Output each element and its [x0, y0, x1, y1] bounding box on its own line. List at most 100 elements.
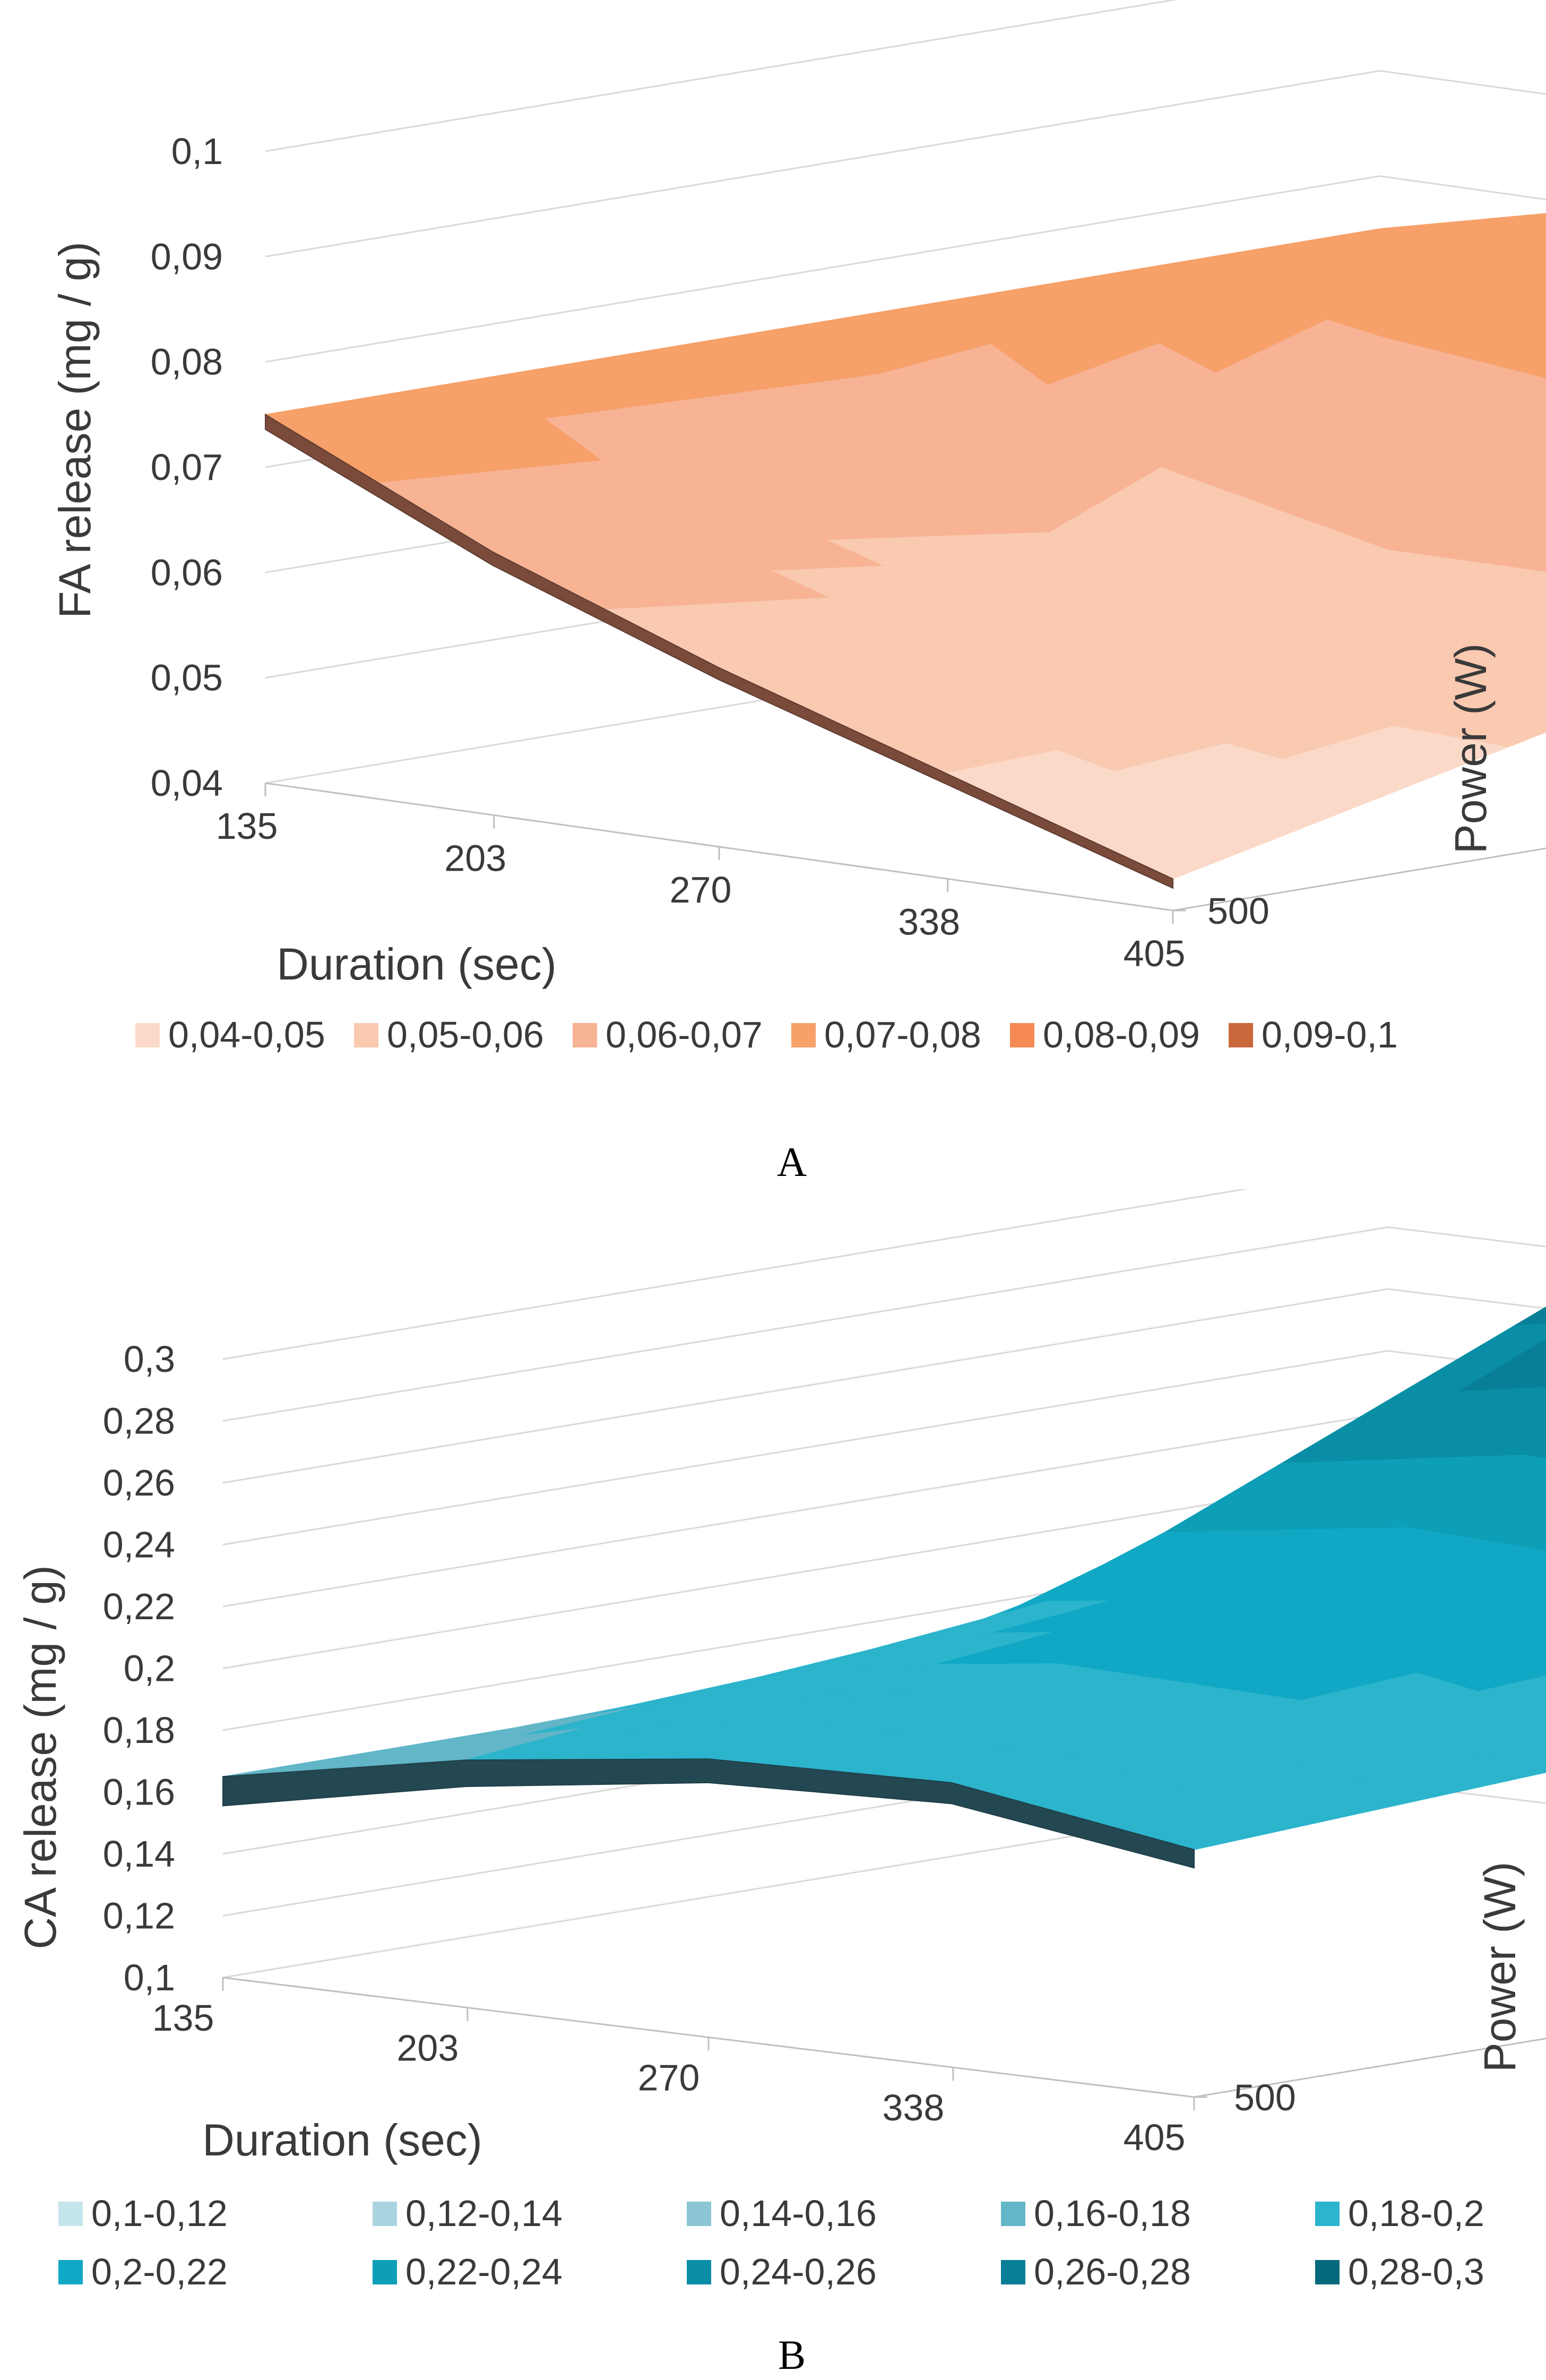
- y-tick-label: 0,1: [124, 1957, 175, 1998]
- legend-item: 0,26-0,28: [1001, 2251, 1191, 2292]
- chart-a-z-ticks: 5007501000: [1207, 890, 1269, 932]
- y-tick-label: 0,14: [103, 1833, 175, 1875]
- x-tick-label: 338: [882, 2087, 944, 2128]
- x-tick-label: 405: [1124, 933, 1186, 974]
- surface-front-edge: [222, 1758, 1195, 1869]
- chart-b-z-axis-label: Power (W): [1475, 1862, 1525, 2073]
- chart-b-legend: 0,1-0,12 0,12-0,14 0,14-0,16 0,16-0,18 0,18-…: [58, 2193, 1484, 2292]
- chart-a-panel-label: A: [777, 1139, 807, 1185]
- surface-chart-a: 0,04 0,05 0,06 0,07 0,08 0,09 0,1 135 203 270 338…: [50, 0, 1546, 1185]
- legend-swatch: [1001, 2260, 1025, 2284]
- chart-b-y-ticks: 0,1 0,12 0,14 0,16 0,18 0,2 0,22 0,24 0,26 0,28 0,…: [103, 1338, 175, 1998]
- z-axis-line: [1172, 847, 1546, 912]
- legend-item: 0,16-0,18: [1001, 2193, 1191, 2234]
- y-tick-label: 0,04: [151, 762, 223, 804]
- z-tick-label: 500: [1234, 2077, 1296, 2118]
- gridline: [265, 70, 1546, 257]
- gridline: [222, 1288, 1546, 1484]
- legend-swatch: [58, 2260, 83, 2284]
- x-tick-label: 270: [670, 869, 732, 910]
- chart-a-y-axis-label: FA release (mg / g): [50, 242, 100, 618]
- x-tick-label: 270: [638, 2057, 700, 2099]
- legend-label: 0,24-0,26: [720, 2251, 877, 2292]
- chart-a-y-ticks: 0,04 0,05 0,06 0,07 0,08 0,09 0,1: [151, 131, 223, 804]
- legend-label: 0,28-0,3: [1348, 2251, 1484, 2292]
- legend-label: 0,04-0,05: [168, 1014, 325, 1055]
- legend-swatch: [373, 2202, 397, 2226]
- chart-b-x-ticks: 135 203 270 338 405: [152, 1997, 1186, 2158]
- gridline: [222, 1350, 1546, 1545]
- surface-patch: [1527, 1536, 1546, 1552]
- legend-label: 0,22-0,24: [405, 2251, 563, 2292]
- legend-swatch: [135, 1023, 160, 1047]
- chart-a-x-ticks: 135 203 270 338 405: [216, 805, 1186, 974]
- x-tick-label: 405: [1124, 2117, 1186, 2158]
- chart-b-y-axis-label: CA release (mg / g): [15, 1565, 65, 1949]
- surface-chart-b: 0,1 0,12 0,14 0,16 0,18 0,2 0,22 0,24 0,26 0,28 0,…: [15, 1189, 1546, 2378]
- legend-label: 0,06-0,07: [606, 1014, 763, 1055]
- legend-label: 0,07-0,08: [824, 1014, 981, 1055]
- legend-item: 0,24-0,26: [687, 2251, 877, 2292]
- x-tick-label: 338: [898, 901, 960, 942]
- legend-swatch: [791, 1023, 816, 1047]
- chart-panel-a: 0,04 0,05 0,06 0,07 0,08 0,09 0,1 135 203 270 338…: [0, 0, 1546, 1189]
- y-tick-label: 0,1: [171, 131, 223, 172]
- legend-item: 0,04-0,05: [135, 1014, 325, 1055]
- surface-patch: [1514, 1307, 1546, 1327]
- legend-label: 0,26-0,28: [1034, 2251, 1191, 2292]
- chart-a-surface: [264, 213, 1546, 889]
- chart-b-surface: [222, 1307, 1546, 1869]
- y-tick-label: 0,3: [124, 1338, 175, 1380]
- y-tick-label: 0,18: [103, 1709, 175, 1751]
- legend-swatch: [1001, 2202, 1025, 2226]
- chart-b-x-axis-label: Duration (sec): [202, 2115, 482, 2165]
- legend-swatch: [1315, 2202, 1340, 2226]
- legend-label: 0,09-0,1: [1262, 1014, 1398, 1055]
- legend-swatch: [354, 1023, 378, 1047]
- legend-label: 0,1-0,12: [91, 2193, 228, 2234]
- chart-a-x-axis-label: Duration (sec): [277, 939, 557, 989]
- y-tick-label: 0,22: [103, 1586, 175, 1627]
- legend-item: 0,1-0,12: [58, 2193, 228, 2234]
- y-tick-label: 0,08: [151, 341, 223, 383]
- surface-patch: [1518, 1371, 1546, 1389]
- legend-label: 0,14-0,16: [720, 2193, 877, 2234]
- legend-swatch: [58, 2202, 83, 2226]
- z-tick-label: 500: [1207, 890, 1269, 932]
- legend-label: 0,16-0,18: [1034, 2193, 1191, 2234]
- chart-a-z-axis-label: Power (W): [1446, 643, 1496, 854]
- legend-swatch: [1315, 2260, 1340, 2284]
- x-tick-label: 203: [396, 2027, 459, 2069]
- surface-front-edge: [265, 414, 1173, 889]
- y-tick-label: 0,16: [103, 1772, 175, 1813]
- y-tick-label: 0,07: [151, 446, 223, 488]
- legend-item: 0,14-0,16: [687, 2193, 877, 2234]
- legend-item: 0,12-0,14: [373, 2193, 563, 2234]
- legend-item: 0,05-0,06: [354, 1014, 544, 1055]
- legend-label: 0,18-0,2: [1348, 2193, 1484, 2234]
- chart-a-axes: [264, 782, 1546, 924]
- z-axis-line: [1194, 2038, 1546, 2098]
- x-tick-label: 203: [444, 837, 506, 879]
- y-tick-label: 0,05: [151, 657, 223, 699]
- legend-swatch: [373, 2260, 397, 2284]
- gridline: [222, 1189, 1249, 1360]
- chart-b-panel-label: B: [778, 2332, 806, 2378]
- y-tick-label: 0,12: [103, 1895, 175, 1937]
- chart-panel-b: 0,1 0,12 0,14 0,16 0,18 0,2 0,22 0,24 0,26 0,28 0,…: [0, 1189, 1546, 2380]
- y-tick-label: 0,2: [124, 1648, 175, 1689]
- x-tick-label: 135: [216, 805, 278, 847]
- legend-label: 0,12-0,14: [405, 2193, 563, 2234]
- legend-item: 0,22-0,24: [373, 2251, 563, 2292]
- y-tick-label: 0,26: [103, 1462, 175, 1503]
- legend-item: 0,09-0,1: [1229, 1014, 1398, 1055]
- y-tick-label: 0,24: [103, 1524, 175, 1566]
- legend-swatch: [687, 2202, 711, 2226]
- legend-item: 0,28-0,3: [1315, 2251, 1484, 2292]
- legend-item: 0,18-0,2: [1315, 2193, 1484, 2234]
- chart-a-legend: 0,04-0,05 0,05-0,06 0,06-0,07 0,07-0,08 0,08…: [135, 1014, 1398, 1055]
- legend-item: 0,07-0,08: [791, 1014, 981, 1055]
- legend-label: 0,2-0,22: [91, 2251, 228, 2292]
- legend-item: 0,06-0,07: [573, 1014, 763, 1055]
- chart-b-axes: [222, 1977, 1546, 2110]
